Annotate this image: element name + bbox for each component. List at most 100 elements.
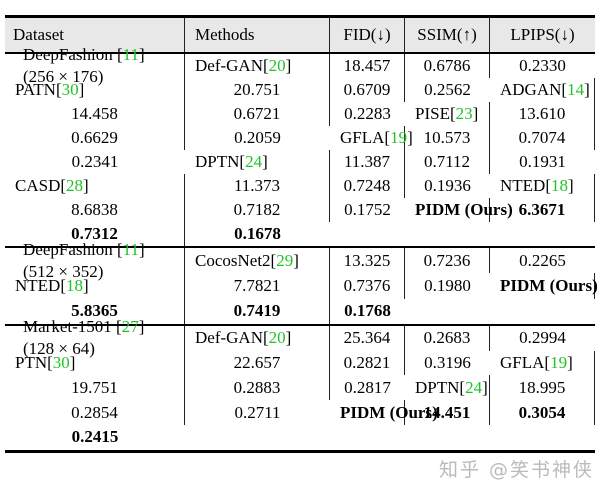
citation-bracket: [	[449, 104, 456, 123]
citation-bracket: [	[545, 176, 551, 195]
label-text: DPTN	[415, 377, 460, 397]
ssim-value: 0.7236	[405, 248, 490, 274]
lpips-value: 0.2059	[234, 128, 281, 147]
citation-bracket: ]	[285, 56, 292, 75]
label-text: NTED	[15, 275, 61, 295]
dataset-cell: DeepFashion [11] (256 × 176)	[5, 45, 185, 86]
citation-bracket: [	[544, 353, 551, 373]
lpips-value: 0.1768	[344, 301, 391, 321]
method-cell: Def-GAN [20]	[185, 325, 330, 351]
citation-bracket: [	[561, 80, 568, 99]
ssim-value: 0.6721	[185, 102, 330, 126]
fid-value: 10.573	[405, 126, 490, 150]
table-body: DeepFashion [11] (256 × 176) Def-GAN [20] 1…	[5, 45, 598, 450]
citation-bracket: [	[459, 377, 466, 397]
citation-ref: 19	[390, 128, 408, 147]
ssim-value: 0.2883	[185, 375, 330, 401]
ssim-value: 0.7419	[185, 298, 330, 324]
method-cell: NTED [18]	[5, 273, 185, 299]
citation-bracket: [	[384, 128, 391, 147]
dataset-cell: DeepFashion [11] (512 × 352)	[5, 240, 185, 281]
dataset-resolution: (128 × 64)	[23, 339, 95, 359]
method-cell: DPTN [24]	[185, 150, 330, 174]
method-cell: GFLA [19]	[490, 350, 595, 376]
citation-ref: 11	[122, 239, 140, 259]
label-text: PIDM (Ours)	[415, 200, 513, 219]
method-cell: ADGAN [14]	[490, 78, 595, 102]
label-text: PATN	[15, 80, 56, 99]
label-text: CocosNet2	[195, 250, 271, 270]
dataset-group: Market-1501 [27] (128 × 64) Def-GAN [20] 25…	[5, 317, 595, 450]
citation-ref: 30	[61, 80, 79, 99]
citation-bracket: ]	[567, 353, 573, 373]
fid-value: 22.657	[185, 350, 330, 376]
ssim-value: 0.6629	[5, 126, 185, 150]
citation-bracket: [	[262, 328, 269, 348]
lpips-value: 0.1752	[344, 200, 391, 219]
ssim-value: 0.6709	[330, 78, 405, 102]
citation-bracket: ]	[139, 239, 145, 259]
lpips-value: 0.1936	[424, 176, 471, 195]
fid-value: 6.3671	[490, 198, 595, 222]
ssim-value: 0.7182	[185, 198, 330, 222]
lpips-value: 0.2994	[519, 328, 566, 348]
fid-value: 19.751	[5, 375, 185, 401]
ssim-value: 0.7312	[5, 222, 185, 246]
label-text: GFLA	[340, 128, 385, 147]
label-text: Def-GAN	[195, 56, 263, 75]
header-methods: Methods	[185, 18, 330, 52]
fid-value: 11.373	[185, 174, 330, 198]
ssim-value: 0.2683	[405, 325, 490, 351]
method-cell: PIDM (Ours)	[405, 198, 513, 222]
fid-value: 18.457	[330, 54, 405, 78]
fid-value: 8.6838	[5, 198, 185, 222]
citation-ref: 18	[66, 275, 83, 295]
fid-value: 7.7821	[185, 273, 330, 299]
label-text: PISE	[415, 104, 450, 123]
ssim-value: 0.6786	[405, 54, 490, 78]
citation-ref: 23	[455, 104, 473, 123]
label-text: Def-GAN	[195, 328, 263, 348]
citation-bracket: ]	[407, 128, 413, 147]
lpips-value: 0.2562	[424, 80, 471, 99]
ssim-value: 0.7112	[405, 150, 490, 174]
method-cell: PIDM (Ours)	[330, 400, 438, 426]
citation-bracket: [	[262, 56, 269, 75]
label-text: DeepFashion	[23, 44, 113, 64]
lpips-value: 0.2415	[71, 427, 119, 447]
citation-bracket: ]	[69, 353, 76, 373]
citation-bracket: ]	[568, 176, 574, 195]
method-cell: CASD [28]	[5, 174, 185, 198]
citation-bracket: ]	[285, 328, 292, 348]
label-text: GFLA	[500, 353, 545, 373]
citation-bracket: [	[112, 44, 123, 64]
lpips-value: 0.2711	[234, 402, 281, 422]
method-cell: PTN [30]	[5, 350, 185, 376]
method-cell: PATN [30]	[5, 78, 185, 102]
header-dataset: Dataset	[5, 18, 185, 52]
ssim-value: 0.7376	[330, 273, 405, 299]
ssim-value: 0.7074	[490, 126, 595, 150]
citation-bracket: ]	[293, 250, 299, 270]
label-text: PIDM (Ours)	[500, 275, 598, 295]
citation-bracket: [	[47, 353, 53, 373]
lpips-value: 0.3196	[424, 353, 471, 373]
dataset-group: DeepFashion [11] (512 × 352) CocosNet2 [29…	[5, 240, 598, 326]
label-text: Market-1501	[23, 317, 112, 337]
dataset-resolution: (512 × 352)	[23, 261, 104, 281]
citation-ref: 14	[567, 80, 585, 99]
citation-bracket: [	[270, 250, 277, 270]
zhihu-watermark: 知乎 @笑书神侠	[438, 459, 594, 481]
label-text: CASD	[15, 176, 61, 195]
method-cell: GFLA [19]	[330, 126, 413, 150]
results-table: Dataset Methods FID(↓) SSIM(↑) LPIPS(↓) …	[5, 15, 598, 453]
citation-ref: 29	[276, 250, 294, 270]
fid-value: 13.610	[490, 102, 595, 126]
fid-value: 25.364	[330, 325, 405, 351]
label-text: PIDM (Ours)	[340, 402, 438, 422]
method-cell: Def-GAN [20]	[185, 54, 330, 78]
lpips-value: 0.1678	[234, 224, 281, 243]
fid-value: 20.751	[185, 78, 330, 102]
lpips-value: 0.2283	[344, 104, 391, 123]
lpips-value: 0.2330	[519, 56, 566, 75]
